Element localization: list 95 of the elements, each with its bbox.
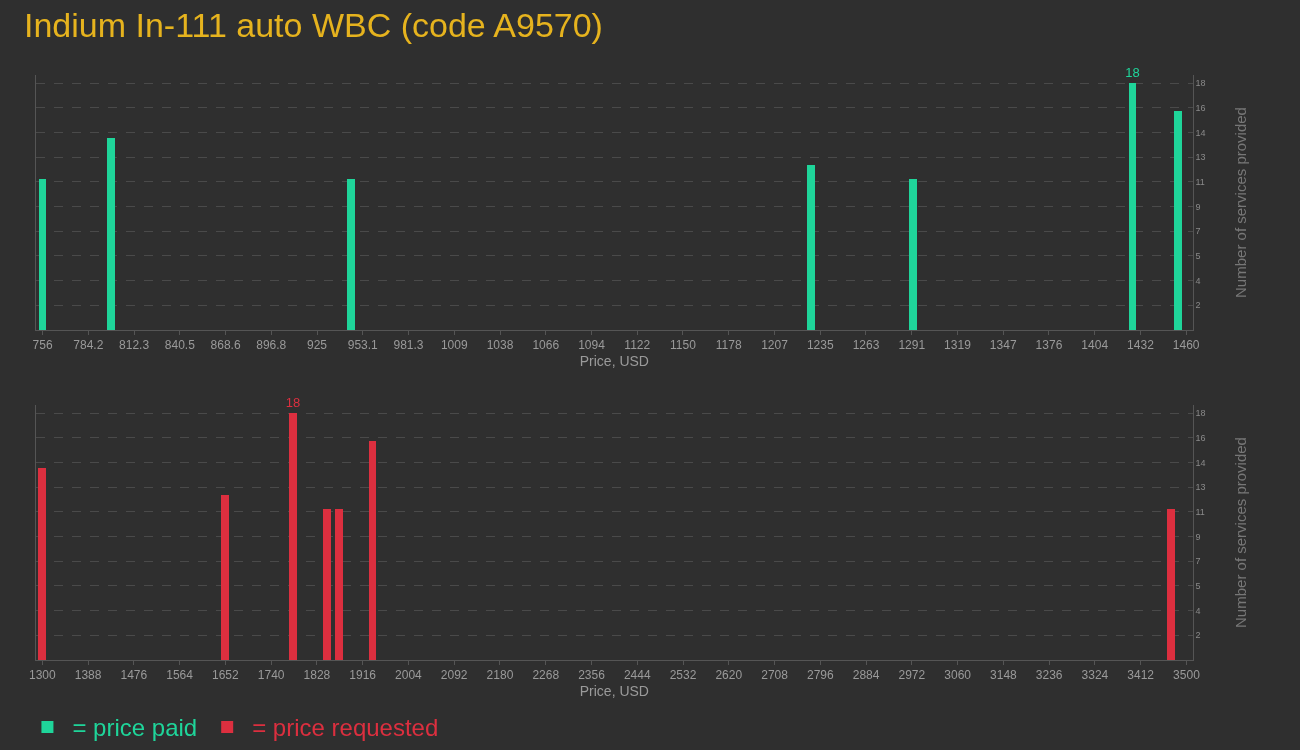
x-tick-label: 1207 <box>761 338 789 353</box>
bar <box>347 179 356 330</box>
x-tick-label: 2356 <box>578 668 606 683</box>
x-tick-label: 2796 <box>806 668 834 683</box>
y-tick-label: 9 <box>1195 531 1201 542</box>
x-tick-label: 1150 <box>670 338 697 353</box>
x-tick-label: 1319 <box>944 338 972 353</box>
x-tick-label: 868.6 <box>210 338 241 353</box>
y-tick-label: 9 <box>1195 201 1201 212</box>
x-tick-label: 3412 <box>1127 668 1155 683</box>
bar <box>38 468 47 660</box>
x-tick-label: 1122 <box>624 338 651 353</box>
x-axis-title: Price, USD <box>579 352 649 369</box>
x-tick-label: 3236 <box>1035 668 1063 683</box>
x-tick-label: 1291 <box>898 338 926 353</box>
y-tick-label: 18 <box>1195 78 1206 89</box>
x-tick-label: 3148 <box>990 668 1018 683</box>
x-tick-label: 1038 <box>486 338 514 353</box>
x-tick-label: 2532 <box>669 668 697 683</box>
x-tick-label: 1376 <box>1035 338 1063 353</box>
x-tick-label: 1094 <box>578 338 606 353</box>
bar <box>909 179 918 330</box>
y-axis-title: Number of services provided <box>1231 437 1249 628</box>
chart-title: Indium In-111 auto WBC (code A9570) <box>24 6 603 44</box>
x-tick-label: 1740 <box>257 668 285 683</box>
x-tick-label: 953.1 <box>347 338 379 353</box>
x-tick-label: 1652 <box>212 668 240 683</box>
x-tick-label: 3324 <box>1081 668 1109 683</box>
x-tick-label: 1263 <box>852 338 880 353</box>
x-tick-label: 896.8 <box>256 338 287 353</box>
y-tick-label: 2 <box>1195 630 1201 641</box>
x-tick-label: 2268 <box>532 668 560 683</box>
y-tick-label: 13 <box>1195 482 1206 493</box>
x-tick-label: 925 <box>307 338 328 353</box>
bar <box>39 179 47 330</box>
x-tick-label: 756 <box>32 338 53 353</box>
x-tick-label: 2444 <box>623 668 651 683</box>
x-tick-label: 1178 <box>715 338 742 353</box>
y-tick-label: 2 <box>1195 300 1201 311</box>
x-tick-label: 2092 <box>440 668 468 683</box>
bar <box>289 413 298 660</box>
y-tick-label: 4 <box>1195 605 1201 616</box>
x-tick-label: 1828 <box>303 668 331 683</box>
x-tick-label: 981.3 <box>393 338 424 353</box>
y-axis-title: Number of services provided <box>1231 107 1249 298</box>
bar <box>1174 111 1183 330</box>
legend-label: = price requested <box>252 714 439 742</box>
y-tick-label: 4 <box>1195 275 1201 286</box>
x-tick-label: 784.2 <box>73 338 104 353</box>
x-tick-label: 2972 <box>898 668 926 683</box>
y-tick-label: 7 <box>1195 226 1201 237</box>
y-tick-label: 14 <box>1195 457 1206 468</box>
x-tick-label: 1404 <box>1081 338 1109 353</box>
y-tick-label: 7 <box>1195 556 1201 567</box>
x-tick-label: 3060 <box>944 668 972 683</box>
x-tick-label: 1460 <box>1172 338 1200 353</box>
x-tick-label: 2708 <box>761 668 789 683</box>
y-tick-label: 16 <box>1195 433 1206 444</box>
y-tick-label: 5 <box>1195 251 1201 262</box>
bar <box>323 509 332 660</box>
x-tick-label: 1564 <box>166 668 194 683</box>
bar <box>807 165 816 330</box>
bar <box>369 441 377 660</box>
x-tick-label: 2884 <box>852 668 880 683</box>
x-tick-label: 3500 <box>1173 668 1201 683</box>
x-tick-label: 2004 <box>395 668 423 683</box>
y-tick-label: 14 <box>1195 127 1206 138</box>
y-tick-label: 18 <box>1195 408 1206 419</box>
x-tick-label: 2620 <box>715 668 743 683</box>
bar <box>1167 509 1176 660</box>
legend-label: = price paid <box>72 714 198 742</box>
x-tick-label: 1009 <box>440 338 468 353</box>
x-tick-label: 840.5 <box>164 338 196 353</box>
x-tick-label: 1476 <box>120 668 148 683</box>
y-tick-label: 11 <box>1195 177 1205 188</box>
y-tick-label: 13 <box>1195 152 1206 163</box>
data-label: 18 <box>1125 65 1140 80</box>
x-tick-label: 1916 <box>349 668 377 683</box>
x-tick-label: 812.3 <box>119 338 150 353</box>
bar <box>221 495 230 660</box>
x-tick-label: 1066 <box>532 338 560 353</box>
data-label: 18 <box>285 395 301 410</box>
y-tick-label: 16 <box>1195 103 1206 114</box>
x-axis-title: Price, USD <box>579 682 649 699</box>
bar <box>107 138 116 330</box>
bar <box>1129 83 1137 330</box>
x-tick-label: 1432 <box>1127 338 1155 353</box>
x-tick-label: 1300 <box>28 668 56 683</box>
bar <box>335 509 344 660</box>
y-tick-label: 11 <box>1195 507 1205 518</box>
x-tick-label: 1347 <box>989 338 1017 353</box>
y-tick-label: 5 <box>1195 581 1201 592</box>
x-tick-label: 2180 <box>486 668 514 683</box>
x-tick-label: 1388 <box>74 668 102 683</box>
x-tick-label: 1235 <box>806 338 834 353</box>
